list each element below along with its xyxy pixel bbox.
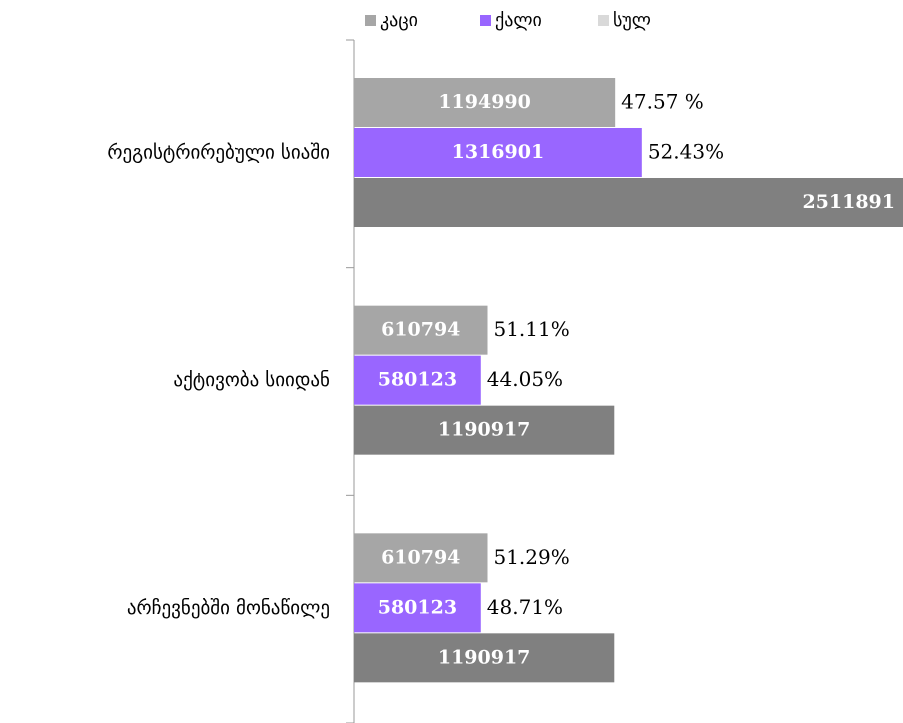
legend-label: სულ [613, 10, 651, 31]
bar [354, 355, 481, 405]
bar [354, 128, 642, 177]
percent-label: 52.43% [648, 140, 724, 164]
value-label: 1190917 [438, 646, 531, 668]
value-label: 580123 [378, 596, 457, 618]
legend-label: ქალი [495, 10, 542, 31]
category-label: არჩევნებში მონაწილე [127, 597, 330, 619]
percent-label: 51.29% [493, 545, 569, 569]
bar [354, 305, 488, 355]
bar [354, 178, 903, 227]
category-label: რეგისტრირებული სიაში [107, 142, 330, 164]
percent-label: 48.71% [487, 595, 563, 619]
value-label: 1190917 [438, 419, 531, 441]
value-label: 610794 [381, 319, 460, 341]
percent-label: 44.05% [487, 367, 563, 391]
percent-label: 47.57 % [621, 90, 704, 114]
category-label: აქტივობა სიიდან [173, 369, 330, 391]
value-label: 1194990 [438, 91, 531, 113]
legend-swatch [480, 15, 491, 26]
legend-swatch [365, 15, 376, 26]
legend-swatch [598, 15, 609, 26]
percent-label: 51.11% [493, 317, 569, 341]
bar [354, 78, 616, 127]
bar [354, 533, 488, 583]
bar [354, 633, 615, 683]
bar [354, 583, 481, 633]
bar [354, 405, 615, 455]
value-label: 1316901 [452, 141, 545, 163]
value-label: 2511891 [802, 191, 895, 213]
legend-label: კაცი [380, 10, 418, 31]
value-label: 580123 [378, 369, 457, 391]
value-label: 610794 [381, 546, 460, 568]
